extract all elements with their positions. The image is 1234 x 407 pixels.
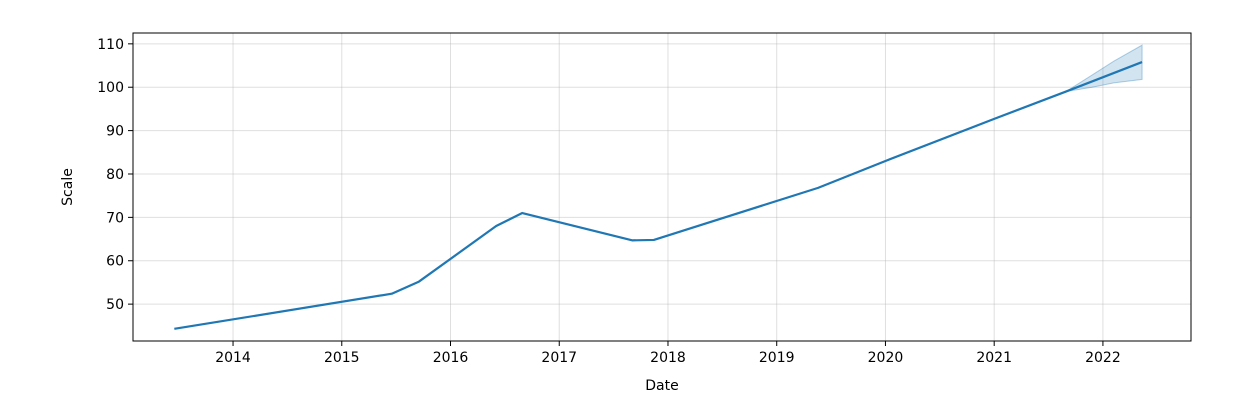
y-tick-label: 110 (97, 37, 124, 53)
y-tick-label: 90 (106, 124, 124, 140)
plot-frame (132, 32, 1192, 342)
x-tick-label: 2015 (324, 350, 360, 366)
y-tick-label: 70 (106, 210, 124, 226)
x-tick-label: 2022 (1085, 350, 1121, 366)
series-layer (174, 61, 1143, 330)
y-tick-label: 100 (97, 80, 124, 96)
x-tick-label: 2014 (215, 350, 251, 366)
y-axis-label: Scale (60, 168, 76, 206)
y-axis-ticks: 50 60 70 80 90 100 110 (97, 37, 133, 313)
x-tick-label: 2018 (650, 350, 686, 366)
uncertainty-band (1065, 44, 1143, 93)
x-tick-label: 2016 (433, 350, 469, 366)
x-tick-label: 2020 (868, 350, 904, 366)
y-tick-label: 50 (106, 297, 124, 313)
y-tick-label: 60 (106, 254, 124, 270)
x-tick-label: 2021 (976, 350, 1012, 366)
x-tick-label: 2019 (759, 350, 795, 366)
uncertainty-band-layer (1065, 44, 1143, 93)
y-tick-label: 80 (106, 167, 124, 183)
grid-lines (133, 33, 1191, 341)
x-axis-label: Date (645, 378, 678, 394)
x-axis-ticks: 2014 2015 2016 2017 2018 2019 2020 2021 2022 (215, 341, 1121, 366)
series-line (174, 61, 1143, 330)
x-tick-label: 2017 (541, 350, 577, 366)
